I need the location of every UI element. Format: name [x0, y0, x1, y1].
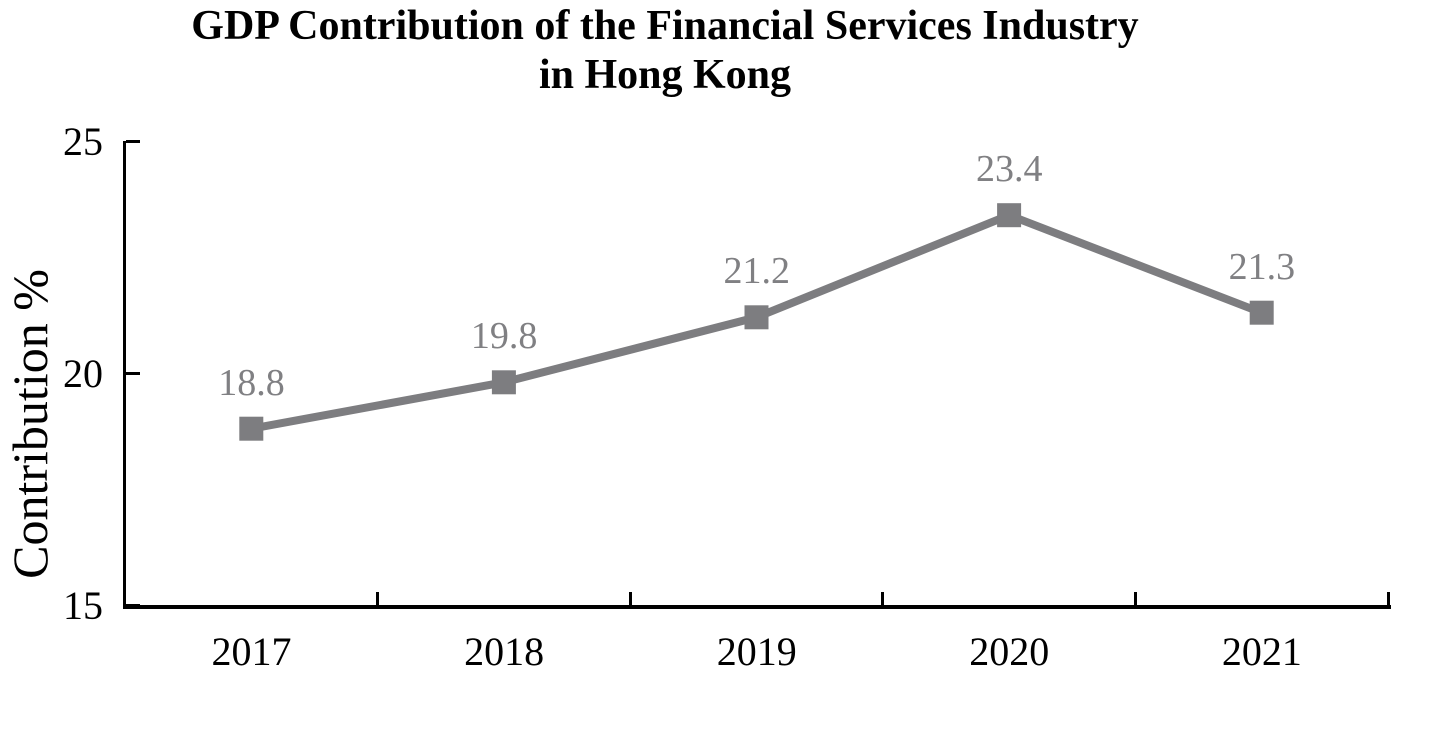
x-axis-label: 2018 [464, 629, 545, 674]
data-label: 23.4 [976, 148, 1043, 191]
data-label: 21.3 [1228, 245, 1296, 288]
y-tick-label: 15 [63, 583, 103, 628]
y-axis-line [123, 141, 126, 609]
y-tick-label: 25 [63, 119, 103, 164]
y-axis-label: Contribution % [2, 269, 58, 579]
data-label: 21.2 [723, 250, 790, 293]
data-point-marker [997, 203, 1022, 228]
data-point-marker [744, 305, 769, 330]
data-point-marker [491, 370, 516, 395]
data-point-marker [239, 416, 264, 441]
x-axis-label: 2021 [1221, 629, 1302, 674]
x-tick [628, 592, 632, 605]
x-tick [881, 592, 885, 605]
x-tick [376, 592, 380, 605]
y-tick-label: 20 [63, 351, 103, 396]
data-point-marker [1249, 300, 1274, 325]
data-label: 19.8 [470, 315, 538, 358]
y-tick [126, 603, 140, 607]
x-tick [1386, 592, 1390, 605]
series-plot [239, 203, 1274, 441]
x-axis-label: 2019 [716, 629, 797, 674]
x-axis-label: 2020 [969, 629, 1050, 674]
chart-title: GDP Contribution of the Financial Servic… [191, 3, 1139, 98]
data-label: 18.8 [218, 361, 285, 404]
x-axis-label: 2017 [211, 629, 292, 674]
y-tick [126, 371, 140, 375]
y-tick [126, 139, 140, 143]
x-tick [1133, 592, 1137, 605]
x-axis-line [123, 605, 1391, 609]
